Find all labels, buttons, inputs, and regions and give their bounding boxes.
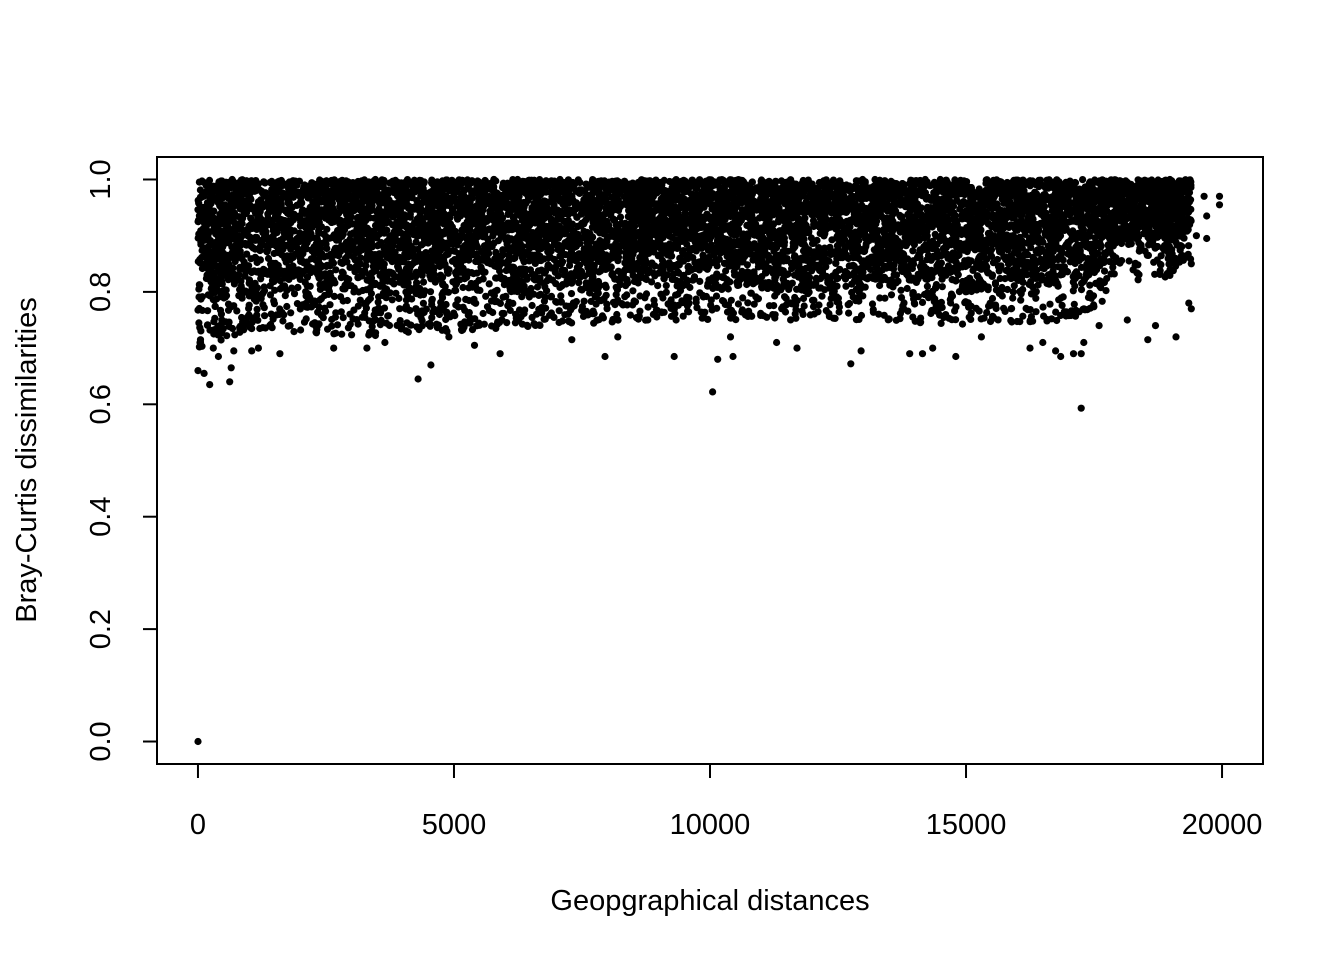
data-point: [842, 282, 850, 290]
data-point: [932, 281, 941, 289]
data-point: [969, 266, 977, 274]
data-point: [923, 282, 932, 290]
data-point: [757, 176, 766, 184]
data-point: [258, 188, 266, 196]
data-points: [194, 175, 1224, 746]
data-point: [276, 277, 284, 285]
data-point: [243, 250, 251, 258]
data-point: [855, 177, 863, 185]
data-point: [897, 213, 905, 221]
data-point: [662, 282, 670, 290]
data-point: [412, 238, 420, 246]
data-point: [271, 286, 279, 294]
data-point: [502, 292, 510, 300]
data-point: [722, 267, 730, 275]
data-point: [263, 248, 271, 256]
data-point: [438, 291, 446, 299]
data-point: [343, 258, 351, 266]
data-point: [281, 292, 289, 300]
data-point: [419, 299, 427, 307]
data-point: [330, 292, 338, 300]
data-point: [266, 291, 275, 299]
data-point: [1010, 282, 1018, 290]
data-point: [388, 296, 396, 304]
data-point: [696, 277, 704, 285]
data-point: [346, 263, 354, 271]
data-point: [956, 205, 964, 213]
data-point: [785, 285, 793, 293]
data-point: [224, 300, 233, 308]
data-point: [264, 254, 273, 263]
data-point: [616, 213, 625, 221]
data-point: [876, 281, 884, 290]
data-point: [910, 241, 919, 249]
data-point: [518, 293, 526, 301]
data-point: [459, 283, 467, 292]
data-point: [419, 278, 428, 286]
data-point: [363, 256, 371, 264]
data-point: [296, 275, 304, 283]
data-point: [846, 216, 854, 224]
data-point: [293, 300, 301, 308]
data-point: [1079, 176, 1087, 184]
data-point: [418, 199, 426, 207]
